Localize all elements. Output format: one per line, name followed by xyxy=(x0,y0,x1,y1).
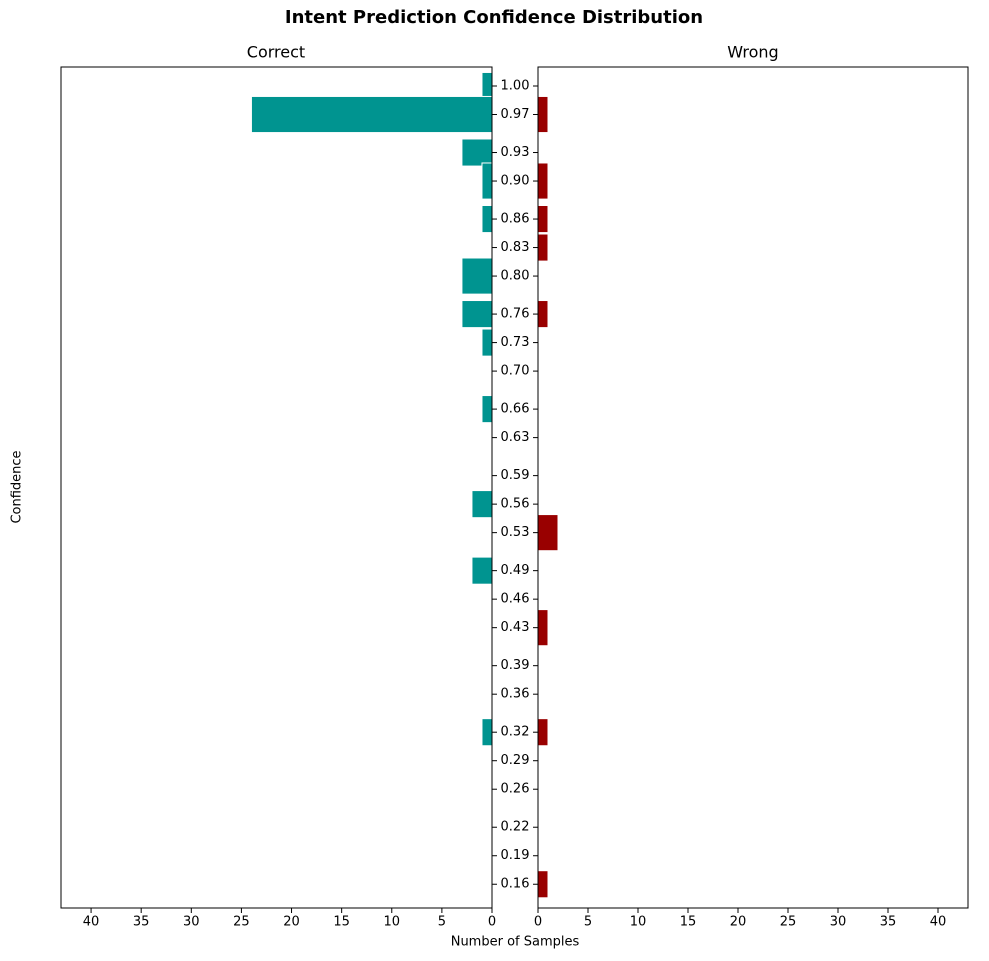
bar xyxy=(481,718,493,747)
y-tick-label: 0.70 xyxy=(501,364,530,379)
y-tick-label: 0.46 xyxy=(501,592,530,607)
bar xyxy=(481,162,493,200)
x-tick-label: 30 xyxy=(183,915,200,930)
x-tick-label: 30 xyxy=(830,915,847,930)
bar xyxy=(461,257,493,295)
y-tick-label: 0.32 xyxy=(501,725,530,740)
panel-title: Correct xyxy=(247,43,305,62)
x-tick-label: 25 xyxy=(233,915,250,930)
y-tick-label: 0.90 xyxy=(501,174,530,189)
x-tick-label: 35 xyxy=(880,915,897,930)
bar xyxy=(537,300,549,329)
y-tick-label: 0.63 xyxy=(501,430,530,445)
x-tick-label: 0 xyxy=(488,915,496,930)
y-axis-label: Confidence xyxy=(10,450,25,523)
y-tick-label: 0.97 xyxy=(501,107,530,122)
y-tick-label: 0.93 xyxy=(501,145,530,160)
bar xyxy=(537,162,549,200)
bar xyxy=(537,95,549,134)
y-tick-label: 0.80 xyxy=(501,269,530,284)
panel-title: Wrong xyxy=(727,43,778,62)
x-tick-label: 25 xyxy=(780,915,797,930)
x-tick-label: 20 xyxy=(283,915,300,930)
bar xyxy=(471,490,493,519)
x-tick-label: 15 xyxy=(680,915,697,930)
x-tick-label: 0 xyxy=(534,915,542,930)
y-tick-label: 0.19 xyxy=(501,848,530,863)
y-tick-label: 0.29 xyxy=(501,753,530,768)
bar xyxy=(537,233,549,262)
x-tick-label: 20 xyxy=(730,915,747,930)
x-tick-label: 40 xyxy=(83,915,100,930)
x-tick-label: 5 xyxy=(438,915,446,930)
y-tick-label: 1.00 xyxy=(501,79,530,94)
bar xyxy=(471,556,493,585)
y-tick-label: 0.49 xyxy=(501,563,530,578)
y-tick-label: 0.39 xyxy=(501,658,530,673)
y-tick-label: 0.76 xyxy=(501,307,530,322)
bar xyxy=(461,138,493,167)
bar xyxy=(481,71,493,101)
y-tick-label: 0.86 xyxy=(501,212,530,227)
y-tick-label: 0.43 xyxy=(501,620,530,635)
bar xyxy=(481,205,493,234)
bar xyxy=(537,205,549,234)
bar xyxy=(537,718,549,747)
x-axis-label: Number of Samples xyxy=(451,935,580,950)
x-tick-label: 5 xyxy=(584,915,592,930)
y-tick-label: 0.59 xyxy=(501,468,530,483)
y-tick-label: 0.36 xyxy=(501,687,530,702)
x-tick-label: 40 xyxy=(930,915,947,930)
chart-title: Intent Prediction Confidence Distributio… xyxy=(285,7,703,28)
bar xyxy=(461,300,493,329)
x-tick-label: 10 xyxy=(383,915,400,930)
x-tick-label: 35 xyxy=(133,915,150,930)
bar xyxy=(537,609,549,647)
bar xyxy=(250,95,493,134)
y-tick-label: 0.53 xyxy=(501,525,530,540)
y-tick-label: 0.56 xyxy=(501,497,530,512)
bar xyxy=(537,514,559,552)
y-tick-label: 0.83 xyxy=(501,240,530,255)
bar xyxy=(537,870,549,899)
y-tick-label: 0.26 xyxy=(501,782,530,797)
x-tick-label: 10 xyxy=(630,915,647,930)
x-tick-label: 15 xyxy=(333,915,350,930)
y-tick-label: 0.73 xyxy=(501,335,530,350)
y-tick-label: 0.16 xyxy=(501,877,530,892)
axes-frame xyxy=(537,66,969,909)
y-tick-label: 0.66 xyxy=(501,402,530,417)
bar xyxy=(481,328,493,357)
axes-frame xyxy=(60,66,493,909)
y-tick-label: 0.22 xyxy=(501,820,530,835)
bar xyxy=(481,395,493,424)
